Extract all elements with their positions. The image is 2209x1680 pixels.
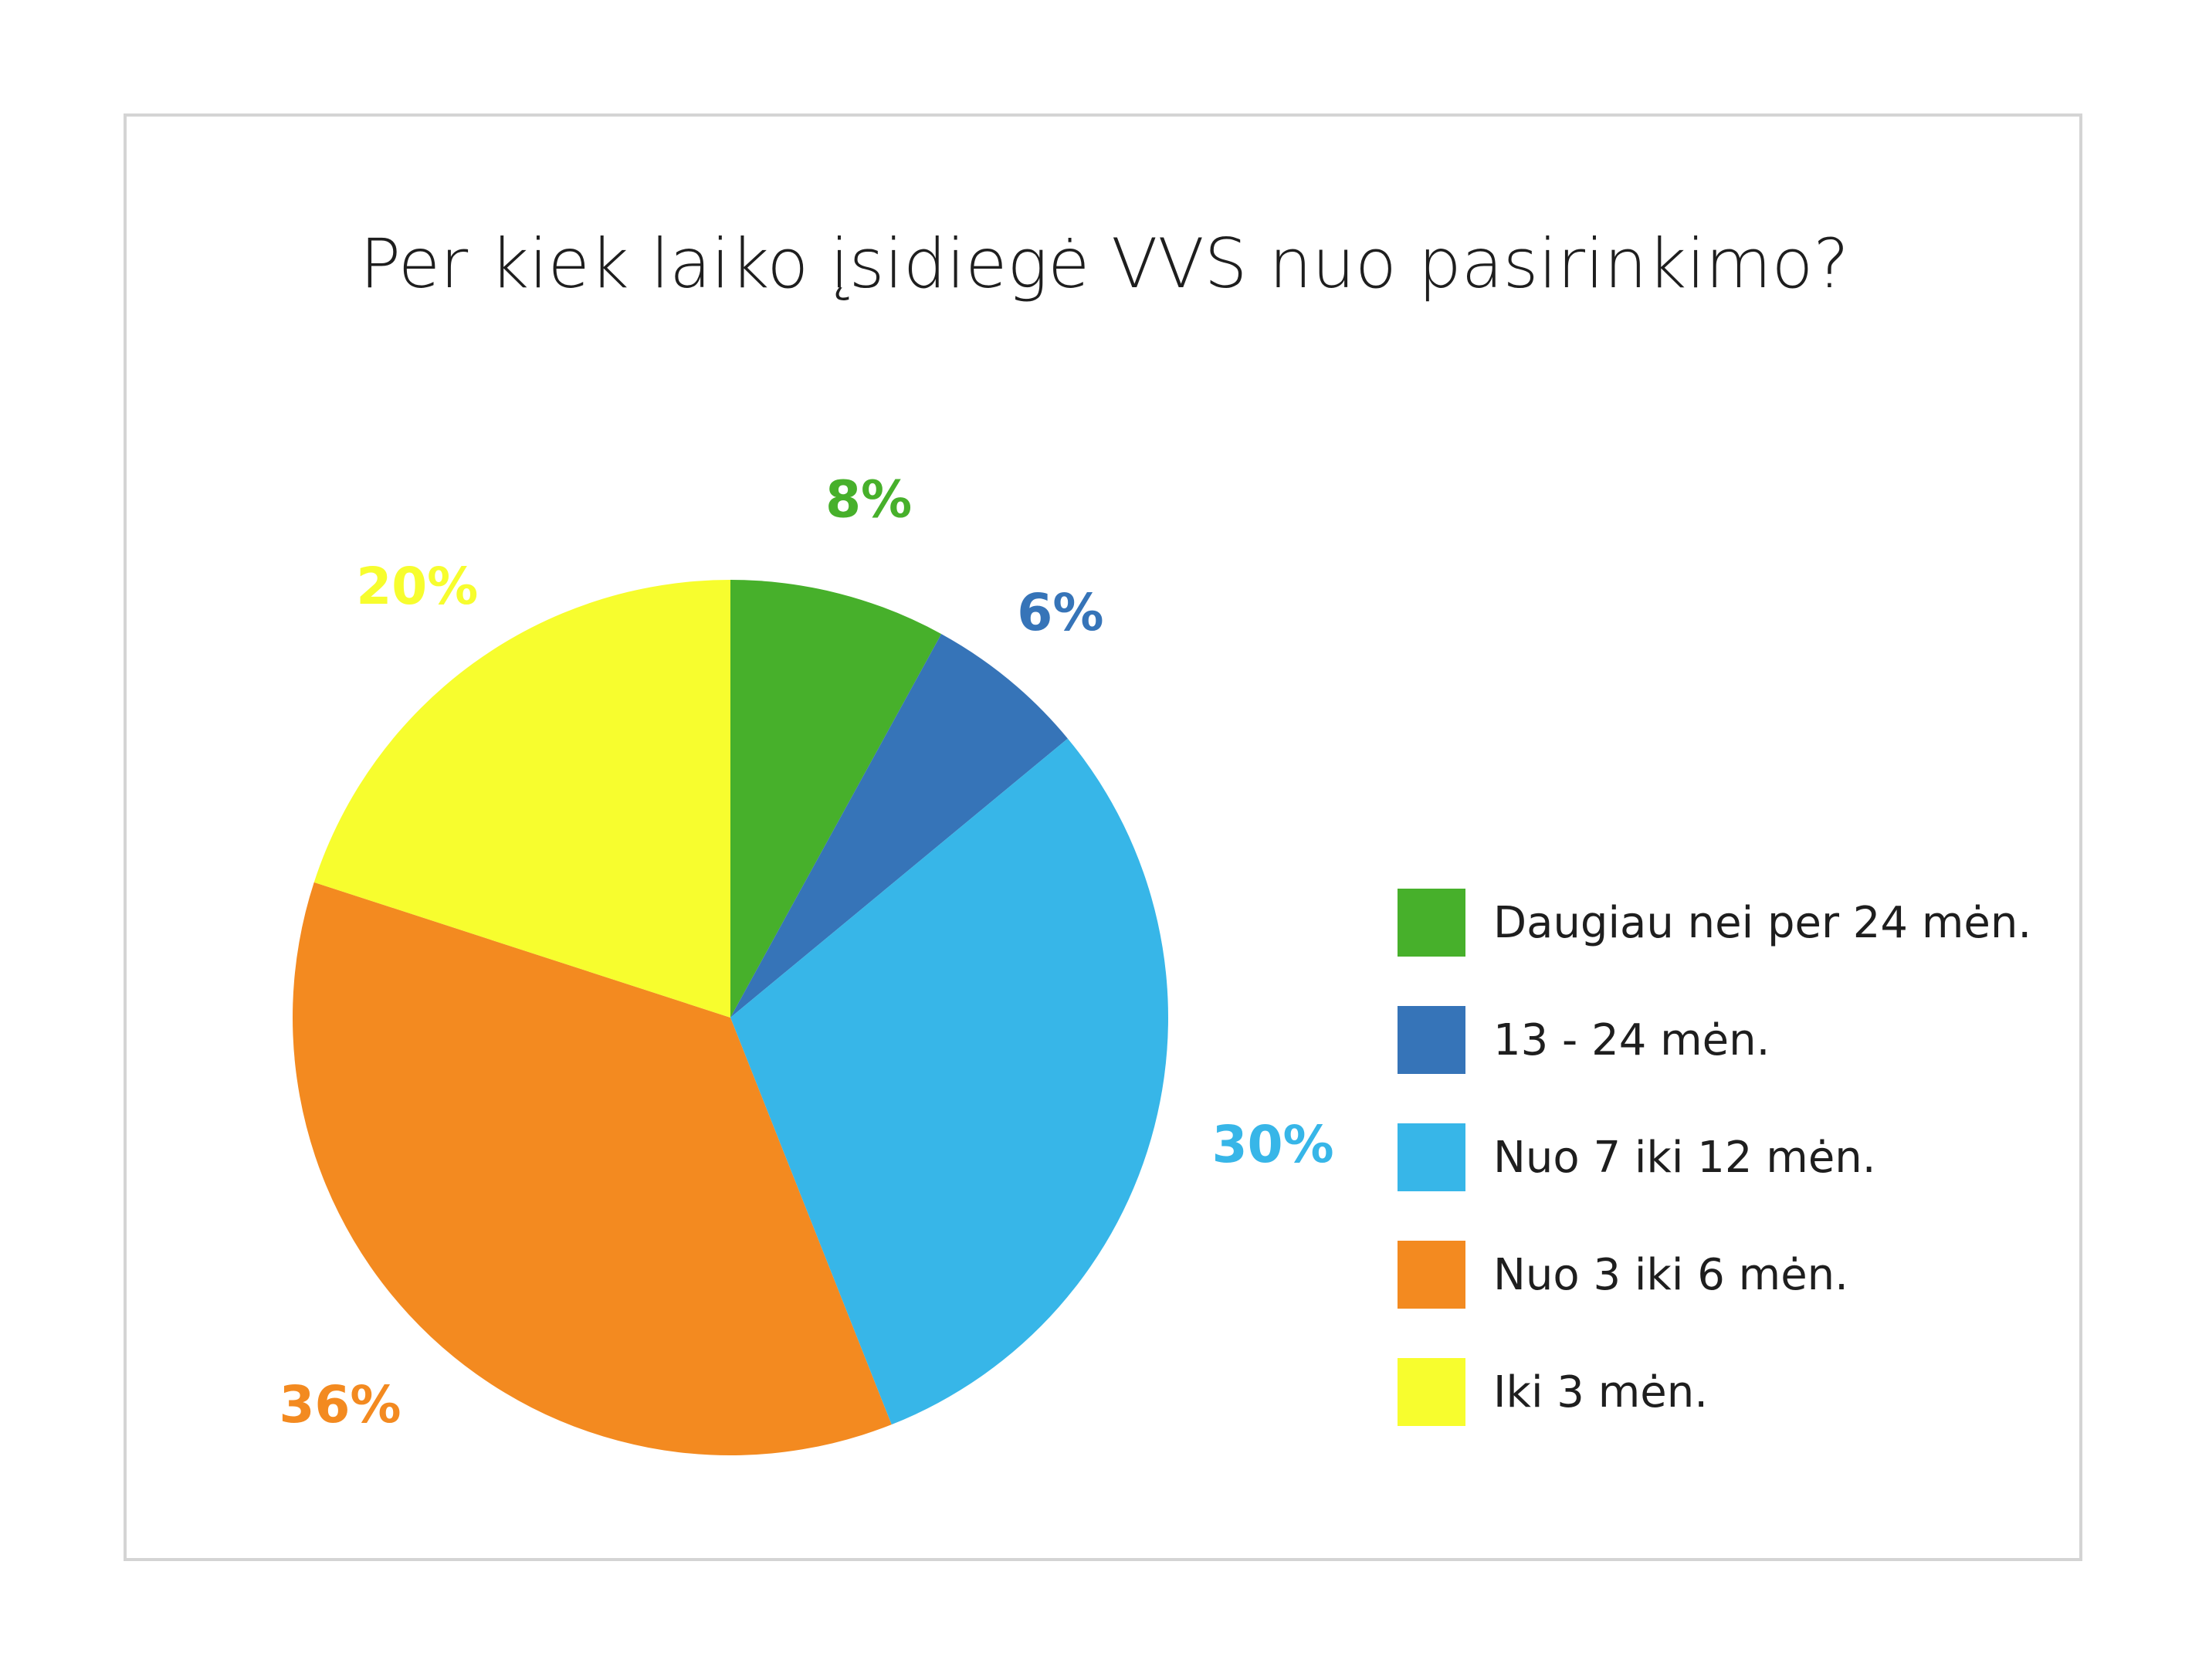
pie-slice-3-6-months <box>293 882 892 1455</box>
legend-label: Nuo 7 iki 12 mėn. <box>1493 1132 1876 1183</box>
legend-label: Iki 3 mėn. <box>1493 1367 1709 1418</box>
pie-slice-7-12-months <box>730 738 1168 1425</box>
data-label-7-12-months: 30% <box>1212 1115 1334 1174</box>
legend-item-up-to-3-months: Iki 3 mėn. <box>1398 1357 1708 1427</box>
legend-label: 13 - 24 mėn. <box>1493 1014 1770 1065</box>
legend-label: Daugiau nei per 24 mėn. <box>1493 897 2032 948</box>
legend-swatch <box>1398 889 1465 957</box>
data-label-3-6-months: 36% <box>280 1375 401 1434</box>
pie-slice-up-to-3-months <box>313 580 730 1018</box>
legend-swatch <box>1398 1123 1465 1191</box>
pie-slice-13-24-months <box>730 634 1068 1018</box>
legend-item-13-24-months: 13 - 24 mėn. <box>1398 1005 1770 1075</box>
legend-item-3-6-months: Nuo 3 iki 6 mėn. <box>1398 1240 1848 1309</box>
legend-item-7-12-months: Nuo 7 iki 12 mėn. <box>1398 1123 1876 1192</box>
pie-data-labels: 8% 6% 30% 36% 20% <box>280 469 1334 1434</box>
chart-title: Per kiek laiko įsidiegė VVS nuo pasirink… <box>359 224 1850 303</box>
pie-slices <box>293 580 1168 1455</box>
data-label-up-to-3-months: 20% <box>356 557 478 616</box>
legend-swatch <box>1398 1358 1465 1426</box>
legend-swatch <box>1398 1241 1465 1309</box>
legend-swatch <box>1398 1006 1465 1074</box>
data-label-over-24-months: 8% <box>825 469 912 529</box>
legend-item-over-24-months: Daugiau nei per 24 mėn. <box>1398 888 2031 957</box>
data-label-13-24-months: 6% <box>1017 583 1103 642</box>
pie-slice-over-24-months <box>730 580 942 1018</box>
legend-label: Nuo 3 iki 6 mėn. <box>1493 1249 1848 1300</box>
